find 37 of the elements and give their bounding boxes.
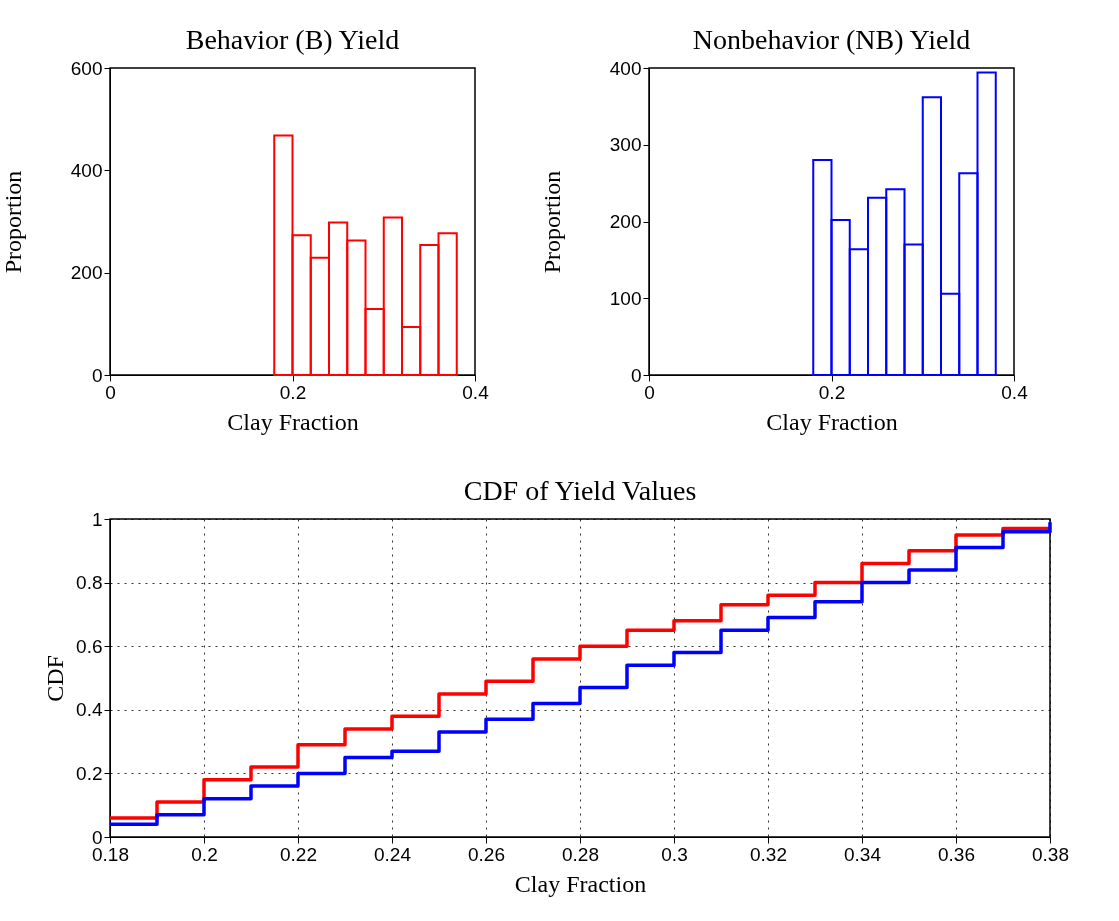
chart-title: Nonbehavior (NB) Yield: [692, 24, 971, 55]
y-tick-label: 200: [70, 262, 103, 284]
y-axis-title: CDF: [42, 655, 69, 702]
y-tick-label: 0.6: [76, 635, 103, 657]
y-tick-label: 300: [609, 134, 642, 156]
y-tick-label: 400: [609, 57, 642, 79]
x-tick-label: 0.34: [844, 843, 882, 865]
x-axis-title: Clay Fraction: [514, 870, 647, 897]
x-tick-label: 0.22: [280, 843, 317, 865]
chart-title: Behavior (B) Yield: [185, 24, 400, 55]
x-tick-label: 0.3: [661, 843, 688, 865]
y-tick-label: 0: [91, 364, 103, 386]
x-tick-label: 0.2: [191, 843, 218, 865]
y-tick-label: 0.8: [76, 572, 103, 594]
y-tick-label: 0.4: [76, 699, 103, 721]
x-tick-label: 0.38: [1032, 843, 1069, 865]
x-tick-label: 0.28: [562, 843, 599, 865]
x-tick-label: 0.36: [938, 843, 975, 865]
y-tick-label: 100: [609, 287, 642, 309]
x-axis-title: Clay Fraction: [766, 408, 898, 435]
y-tick-label: 0.2: [76, 762, 103, 784]
y-tick-label: 200: [609, 211, 642, 232]
y-tick-label: 1: [91, 508, 103, 530]
x-tick-label: 0.2: [818, 381, 846, 403]
x-tick-label: 0.4: [462, 381, 490, 403]
x-tick-label: 0.24: [374, 843, 412, 865]
y-tick-label: 0: [630, 364, 642, 386]
x-tick-label: 0.32: [750, 843, 787, 865]
x-axis-title: Clay Fraction: [227, 408, 359, 435]
y-axis-title: Proportion: [538, 170, 565, 274]
chart-title: CDF of Yield Values: [463, 475, 697, 506]
x-tick-label: 0.4: [1001, 381, 1029, 403]
y-tick-label: 600: [70, 57, 103, 79]
x-tick-label: 0.26: [468, 843, 505, 865]
y-tick-label: 400: [70, 159, 103, 181]
y-axis-title: Proportion: [0, 170, 26, 274]
x-tick-label: 0.2: [279, 381, 307, 403]
